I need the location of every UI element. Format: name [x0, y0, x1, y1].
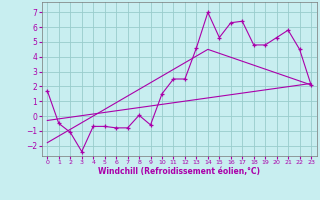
- X-axis label: Windchill (Refroidissement éolien,°C): Windchill (Refroidissement éolien,°C): [98, 167, 260, 176]
